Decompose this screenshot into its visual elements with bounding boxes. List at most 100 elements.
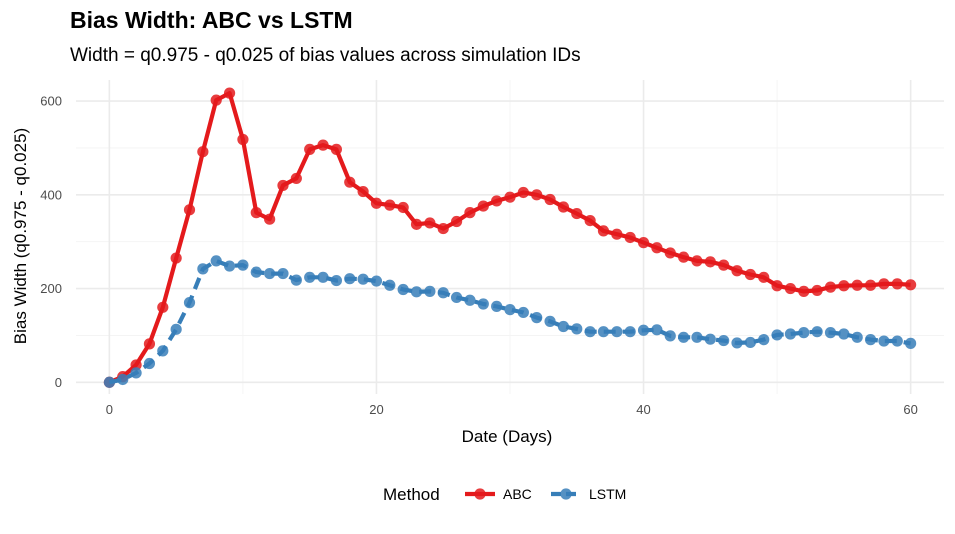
- data-point-abc: [811, 284, 823, 297]
- series-lstm: [103, 255, 917, 388]
- data-point-abc: [183, 204, 196, 216]
- data-point-abc: [304, 143, 316, 155]
- data-point-lstm: [464, 294, 476, 306]
- x-axis-title: Date (Days): [462, 427, 553, 446]
- data-point-abc: [838, 280, 850, 292]
- chart-subtitle: Width = q0.975 - q0.025 of bias values a…: [70, 45, 581, 66]
- data-point-lstm: [143, 357, 156, 370]
- data-point-abc: [664, 247, 676, 259]
- data-point-lstm: [758, 334, 770, 346]
- data-point-lstm: [317, 271, 329, 283]
- data-point-lstm: [250, 266, 262, 278]
- data-point-abc: [758, 271, 770, 283]
- data-point-lstm: [491, 300, 503, 312]
- data-point-abc: [437, 222, 449, 235]
- data-point-abc: [771, 280, 783, 292]
- data-point-abc: [864, 279, 877, 291]
- data-point-abc: [317, 139, 329, 151]
- data-point-lstm: [237, 259, 249, 271]
- legend: Method ABC LSTM: [383, 485, 626, 504]
- data-point-abc: [611, 228, 623, 240]
- data-point-abc: [744, 268, 756, 281]
- data-point-abc: [824, 281, 837, 293]
- data-point-lstm: [851, 331, 863, 343]
- legend-title: Method: [383, 485, 440, 504]
- data-point-lstm: [744, 336, 756, 349]
- data-point-lstm: [784, 328, 797, 340]
- data-point-lstm: [637, 324, 650, 336]
- data-point-lstm: [477, 298, 489, 310]
- legend-key-point-lstm: [560, 488, 572, 500]
- data-point-abc: [491, 195, 503, 207]
- data-point-lstm: [330, 274, 342, 287]
- y-tick-label: 200: [40, 281, 62, 296]
- data-point-abc: [784, 282, 797, 295]
- x-tick-label: 20: [369, 402, 383, 417]
- data-point-lstm: [718, 334, 730, 347]
- data-point-lstm: [517, 306, 529, 319]
- data-point-lstm: [223, 260, 236, 272]
- data-point-lstm: [584, 326, 596, 338]
- data-point-abc: [384, 199, 396, 211]
- data-point-lstm: [597, 326, 610, 338]
- data-point-abc: [170, 252, 182, 264]
- data-point-lstm: [651, 324, 663, 336]
- series-layer: [103, 87, 917, 388]
- x-tick-label: 0: [106, 402, 113, 417]
- data-point-lstm: [691, 331, 703, 343]
- data-point-abc: [851, 279, 863, 291]
- data-point-lstm: [410, 286, 423, 298]
- legend-label-abc: ABC: [503, 486, 532, 502]
- data-point-lstm: [183, 297, 196, 309]
- data-point-abc: [905, 279, 917, 291]
- data-point-lstm: [130, 367, 142, 379]
- data-point-abc: [157, 301, 169, 313]
- series-abc: [103, 87, 917, 388]
- data-point-lstm: [424, 285, 436, 297]
- data-point-abc: [197, 146, 209, 158]
- data-point-lstm: [878, 335, 890, 347]
- y-tick-label: 0: [55, 375, 62, 390]
- data-point-lstm: [557, 320, 570, 333]
- y-tick-label: 600: [40, 94, 62, 109]
- data-point-abc: [264, 213, 276, 225]
- data-point-abc: [531, 189, 543, 201]
- data-point-lstm: [304, 271, 316, 283]
- data-point-abc: [637, 237, 650, 249]
- data-point-abc: [210, 94, 222, 106]
- data-point-lstm: [504, 304, 516, 316]
- data-point-abc: [544, 193, 556, 206]
- data-point-abc: [597, 225, 610, 237]
- data-point-lstm: [277, 267, 289, 280]
- data-point-abc: [464, 207, 476, 219]
- data-point-abc: [344, 176, 356, 188]
- data-point-lstm: [264, 267, 276, 280]
- data-point-lstm: [450, 291, 463, 304]
- data-point-abc: [357, 185, 369, 198]
- data-point-lstm: [437, 287, 449, 299]
- data-point-abc: [891, 278, 903, 290]
- data-point-lstm: [370, 275, 383, 287]
- y-tick-label: 400: [40, 187, 62, 202]
- data-point-abc: [504, 191, 516, 203]
- data-point-abc: [223, 87, 236, 99]
- data-point-abc: [370, 197, 383, 209]
- data-point-lstm: [170, 323, 182, 335]
- data-point-abc: [704, 256, 716, 268]
- data-point-abc: [517, 186, 529, 199]
- data-point-abc: [477, 200, 489, 212]
- data-point-abc: [277, 179, 289, 192]
- data-point-abc: [718, 259, 730, 271]
- data-point-lstm: [531, 312, 543, 324]
- data-point-abc: [424, 217, 436, 229]
- data-point-lstm: [664, 330, 676, 342]
- data-point-abc: [397, 201, 409, 214]
- y-axis-title: Bias Width (q0.975 - q0.025): [11, 128, 30, 344]
- data-point-abc: [290, 172, 302, 185]
- data-point-abc: [878, 278, 890, 290]
- data-point-lstm: [771, 329, 783, 341]
- data-point-lstm: [811, 326, 823, 338]
- data-point-abc: [691, 255, 703, 267]
- data-point-abc: [678, 251, 690, 263]
